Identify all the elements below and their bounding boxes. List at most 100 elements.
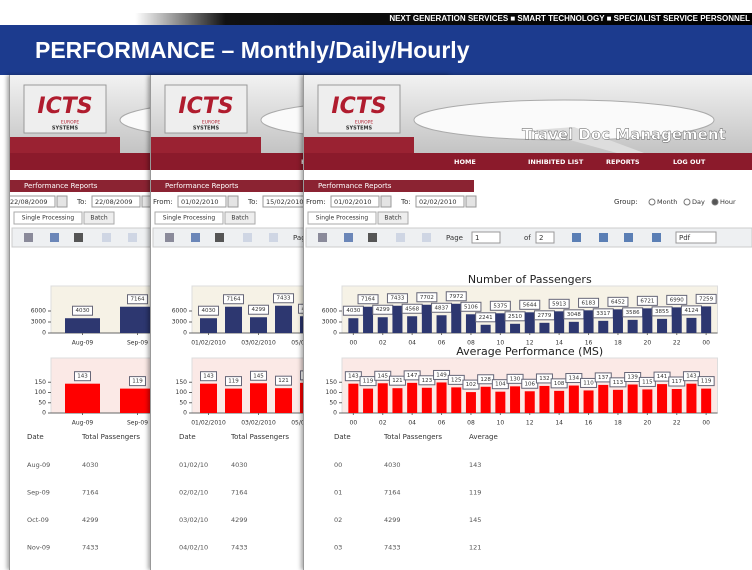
toolbar-icon[interactable]	[344, 233, 353, 242]
x-tick-label: 22	[673, 420, 681, 427]
value-label: 6183	[582, 300, 596, 306]
toolbar-icon[interactable]	[50, 233, 59, 242]
y-tick-label: 6000	[31, 308, 46, 315]
toolbar-icon[interactable]	[243, 233, 252, 242]
value-label: 141	[657, 374, 668, 380]
to-date: 22/08/2009	[95, 198, 132, 206]
bar	[525, 391, 535, 413]
y-tick-label: 0	[333, 410, 337, 417]
x-tick-label: 06	[438, 420, 446, 427]
bar	[481, 325, 491, 333]
group-option: Day	[692, 198, 705, 206]
toolbar-icon[interactable]	[422, 233, 431, 242]
x-tick-label: 14	[555, 420, 563, 427]
x-tick-label: 18	[614, 340, 622, 347]
bar	[250, 317, 267, 333]
nav-item[interactable]: REPORTS	[606, 158, 640, 166]
bar	[642, 389, 652, 413]
bar	[657, 319, 667, 333]
bar	[584, 390, 594, 413]
bar	[598, 385, 608, 413]
y-tick-label: 100	[176, 389, 188, 396]
table-cell: 145	[469, 516, 481, 524]
table-cell: 7164	[384, 489, 401, 497]
table-cell: Nov-09	[27, 544, 50, 552]
value-label: 7259	[699, 296, 713, 302]
page-label: Page	[446, 234, 463, 242]
toolbar-icon[interactable]	[624, 233, 633, 242]
x-tick-label: 08	[467, 420, 475, 427]
toolbar-icon[interactable]	[165, 233, 174, 242]
group-radio[interactable]	[684, 199, 690, 205]
table-cell: 4030	[384, 461, 401, 469]
group-radio[interactable]	[649, 199, 655, 205]
column-header: Total Passengers	[81, 433, 140, 441]
y-tick-label: 100	[326, 389, 338, 396]
table-cell: 4030	[231, 461, 248, 469]
value-label: 7164	[131, 297, 145, 303]
logo: ICTS	[37, 94, 92, 119]
page-count: 2	[539, 234, 543, 242]
y-tick-label: 3000	[172, 319, 187, 326]
x-tick-label: 22	[673, 340, 681, 347]
y-tick-label: 0	[42, 330, 46, 337]
from-dropdown[interactable]	[57, 196, 67, 207]
value-label: 7702	[420, 295, 434, 301]
toolbar-icon[interactable]	[269, 233, 278, 242]
from-dropdown[interactable]	[228, 196, 238, 207]
bar	[642, 308, 652, 333]
value-label: 143	[77, 374, 88, 380]
to-dropdown[interactable]	[466, 196, 476, 207]
value-label: 7433	[390, 296, 404, 302]
toolbar-icon[interactable]	[572, 233, 581, 242]
tagline-bar: NEXT GENERATION SERVICES ■ SMART TECHNOL…	[0, 13, 752, 25]
value-label: 4568	[405, 306, 419, 312]
value-label: 145	[253, 373, 264, 379]
bar	[701, 306, 711, 333]
value-label: 106	[525, 381, 536, 387]
toolbar-icon[interactable]	[102, 233, 111, 242]
value-label: 119	[363, 379, 374, 385]
bar	[225, 307, 242, 333]
from-dropdown[interactable]	[381, 196, 391, 207]
table-cell: 7164	[231, 489, 248, 497]
table-cell: 00	[334, 461, 342, 469]
toolbar-icon[interactable]	[652, 233, 661, 242]
toolbar-icon[interactable]	[599, 233, 608, 242]
toolbar-icon[interactable]	[396, 233, 405, 242]
column-header: Total Passengers	[230, 433, 289, 441]
toolbar-icon[interactable]	[318, 233, 327, 242]
bar	[200, 384, 217, 413]
value-label: 145	[378, 373, 389, 379]
value-label: 119	[228, 379, 239, 385]
bar	[363, 307, 373, 333]
nav-item[interactable]: LOG OUT	[673, 158, 706, 166]
y-tick-label: 50	[38, 399, 46, 406]
group-radio[interactable]	[712, 199, 718, 205]
nav-item[interactable]: HOME	[454, 158, 476, 166]
from-label: From:	[306, 198, 326, 206]
table-cell: 4299	[82, 516, 99, 524]
tab-label: Batch	[384, 215, 401, 222]
toolbar-icon[interactable]	[24, 233, 33, 242]
toolbar-icon[interactable]	[215, 233, 224, 242]
toolbar-icon[interactable]	[128, 233, 137, 242]
value-label: 121	[392, 378, 403, 384]
bar	[348, 318, 358, 333]
table-cell: Sep-09	[27, 489, 50, 497]
toolbar-icon[interactable]	[74, 233, 83, 242]
toolbar-icon[interactable]	[368, 233, 377, 242]
bar	[539, 386, 549, 413]
bar	[613, 390, 623, 413]
value-label: 119	[701, 379, 712, 385]
x-tick-label: Aug-09	[72, 340, 94, 347]
nav-item[interactable]: INHIBITED LIST	[528, 158, 584, 166]
x-tick-label: 18	[614, 420, 622, 427]
table-cell: 4299	[384, 516, 401, 524]
toolbar-icon[interactable]	[191, 233, 200, 242]
of-label: of	[524, 234, 531, 242]
slide-title: PERFORMANCE – Monthly/Daily/Hourly	[35, 37, 469, 64]
bar	[225, 389, 242, 413]
bar	[628, 320, 638, 333]
group-label: Group:	[614, 198, 638, 206]
